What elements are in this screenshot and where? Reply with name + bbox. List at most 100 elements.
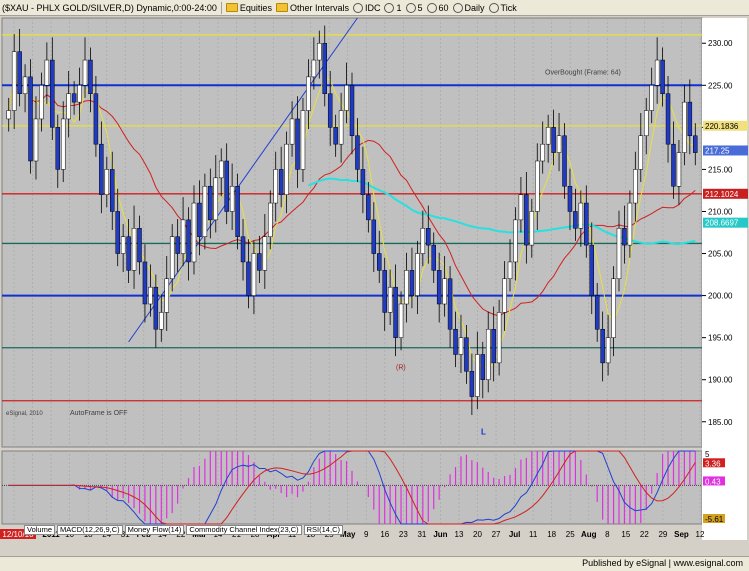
macd-badge-label: 5 bbox=[705, 450, 710, 459]
interval-60-button[interactable]: 60 bbox=[426, 2, 449, 13]
date-tick-label: 11 bbox=[529, 530, 538, 539]
candle-body bbox=[22, 76, 28, 94]
price-badge bbox=[703, 217, 748, 228]
candle-body bbox=[197, 202, 202, 237]
candle-body bbox=[333, 127, 338, 145]
price-badge bbox=[703, 120, 748, 131]
candle-body bbox=[11, 51, 17, 111]
candle-body bbox=[104, 169, 110, 195]
candle-body bbox=[289, 118, 295, 145]
copyright-annotation: eSignal, 2010 bbox=[6, 411, 43, 417]
candle-body bbox=[208, 185, 213, 221]
candle-body bbox=[633, 169, 638, 204]
date-tick-label: 23 bbox=[399, 530, 408, 539]
candle-body bbox=[33, 118, 39, 162]
candle-body bbox=[382, 270, 387, 313]
folder-icon bbox=[225, 3, 238, 12]
date-tick-label: Aug bbox=[581, 530, 597, 539]
interval-5-button[interactable]: 5 bbox=[405, 2, 423, 13]
candle-body bbox=[120, 236, 126, 254]
equities-button[interactable]: Equities bbox=[225, 2, 272, 13]
radio-icon bbox=[352, 2, 363, 13]
date-tick-label: 25 bbox=[566, 530, 575, 539]
radio-icon bbox=[426, 2, 437, 13]
candle-body bbox=[366, 194, 371, 221]
candle-body bbox=[191, 202, 197, 263]
candle-body bbox=[284, 143, 289, 195]
other-intervals-button[interactable]: Other Intervals bbox=[275, 3, 349, 13]
macd-badge-label: -5.61 bbox=[705, 515, 724, 524]
candle-body bbox=[507, 261, 513, 280]
candle-body bbox=[654, 59, 660, 86]
candle-body bbox=[415, 253, 420, 296]
date-tick-label: 13 bbox=[455, 530, 464, 539]
price-badge-label: 217.25 bbox=[705, 146, 730, 155]
date-tick-label: 12 bbox=[696, 530, 705, 539]
tab-money-flow[interactable]: Money Flow(14) bbox=[124, 525, 185, 535]
candle-body bbox=[229, 185, 235, 212]
candle-body bbox=[404, 270, 409, 305]
candle-body bbox=[376, 253, 382, 271]
candle-body bbox=[535, 160, 540, 212]
radio-icon bbox=[384, 2, 395, 13]
symbol-label[interactable]: ($XAU - PHLX GOLD/SILVER,D) Dynamic,0:00… bbox=[2, 3, 217, 13]
daily-button[interactable]: Daily bbox=[452, 2, 485, 13]
candle-body bbox=[513, 219, 518, 263]
candle-body bbox=[137, 228, 142, 263]
chart-area[interactable]: 2027201110182431Feb1422Mar142128Apr11182… bbox=[0, 16, 749, 556]
candle-body bbox=[360, 169, 366, 195]
tab-cci[interactable]: Commodity Channel Index(23,C) bbox=[186, 525, 302, 535]
candle-body bbox=[164, 278, 169, 313]
price-badge bbox=[703, 188, 748, 199]
macd-badge bbox=[703, 476, 725, 486]
status-text: Published by eSignal | www.esignal.com bbox=[582, 558, 743, 568]
candle-body bbox=[257, 253, 262, 271]
toolbar-divider bbox=[220, 1, 222, 14]
radio-icon bbox=[488, 2, 499, 13]
candle-body bbox=[643, 110, 649, 137]
candle-body bbox=[55, 127, 61, 170]
candle-body bbox=[584, 202, 589, 246]
candle-body bbox=[600, 328, 605, 364]
price-tick-label: 195.00 bbox=[708, 334, 733, 343]
candle-body bbox=[142, 261, 148, 305]
candle-body bbox=[594, 295, 600, 330]
candle-body bbox=[240, 236, 246, 263]
equities-label: Equities bbox=[239, 2, 272, 13]
date-tick-label: 8 bbox=[605, 530, 610, 539]
tab-macd[interactable]: MACD(12,26,9,C) bbox=[57, 525, 123, 535]
candle-body bbox=[371, 219, 377, 254]
candle-body bbox=[273, 169, 278, 204]
price-chart[interactable]: 2027201110182431Feb1422Mar142128Apr11182… bbox=[0, 16, 749, 556]
date-tick-label: 27 bbox=[492, 530, 501, 539]
candle-body bbox=[409, 270, 415, 296]
price-badge bbox=[703, 145, 748, 156]
date-tick-label: May bbox=[340, 530, 356, 539]
tab-rsi[interactable]: RSI(14,C) bbox=[303, 525, 343, 535]
candle-body bbox=[66, 93, 71, 120]
price-tick-label: 200.00 bbox=[708, 292, 733, 301]
candle-body bbox=[464, 337, 469, 372]
candle-body bbox=[186, 219, 191, 263]
idc-button[interactable]: IDC bbox=[352, 2, 380, 13]
candle-body bbox=[518, 194, 524, 221]
candle-body bbox=[344, 85, 349, 111]
folder-icon bbox=[275, 3, 288, 12]
candle-body bbox=[202, 185, 208, 237]
date-tick-label: 20 bbox=[473, 530, 482, 539]
macd-badge-label: 0.43 bbox=[705, 477, 721, 486]
candle-body bbox=[311, 59, 317, 78]
tab-volume[interactable]: Volume bbox=[24, 525, 56, 535]
interval-1-button[interactable]: 1 bbox=[384, 2, 402, 13]
candle-body bbox=[82, 59, 88, 86]
tick-button[interactable]: Tick bbox=[488, 2, 517, 13]
candle-body bbox=[393, 286, 398, 338]
candle-body bbox=[88, 59, 93, 94]
candle-body bbox=[638, 135, 644, 170]
candle-body bbox=[485, 328, 491, 380]
candle-body bbox=[671, 143, 676, 187]
price-tick-label: 230.00 bbox=[708, 39, 733, 48]
candle-body bbox=[159, 312, 164, 330]
candle-body bbox=[491, 328, 496, 364]
candle-body bbox=[6, 110, 11, 120]
